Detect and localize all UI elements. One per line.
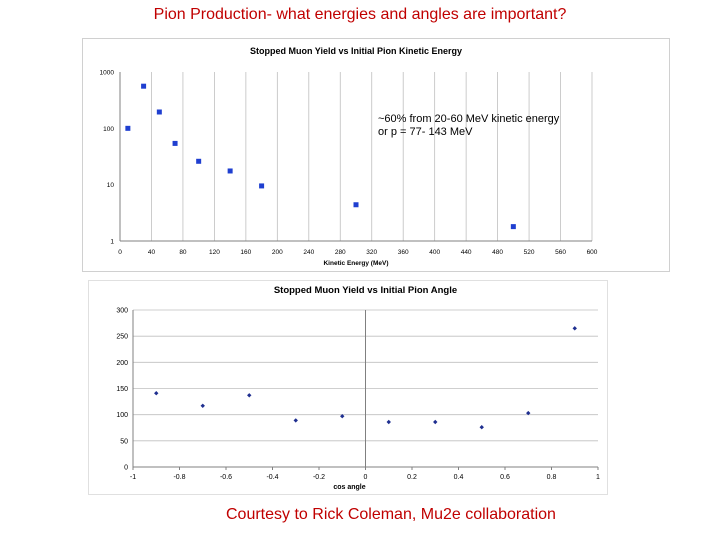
x-tick-label: 240 [303,249,314,256]
x-tick-label: 440 [461,249,472,256]
data-point [200,403,205,408]
data-point [433,419,438,425]
x-tick-label: 400 [429,249,440,256]
data-point [196,158,202,164]
data-point [510,224,516,230]
data-point [386,419,391,425]
x-tick-label: 40 [148,249,156,256]
x-tick-label: 0.8 [547,474,557,481]
data-point [572,326,577,331]
y-tick-label: 200 [116,360,128,367]
annotation-line: or p = 77- 143 MeV [378,126,473,138]
x-tick-label: 160 [240,249,251,256]
x-tick-label: 600 [587,249,598,256]
chart-frame [82,38,670,272]
angle-yield-chart-svg: Stopped Muon Yield vs Initial Pion Angle… [88,280,608,495]
x-tick-label: 80 [179,249,187,256]
x-tick-label: -1 [130,474,136,481]
x-tick-label: -0.8 [173,474,185,481]
y-tick-label: 1 [110,239,114,246]
energy-yield-chart: Stopped Muon Yield vs Initial Pion Kinet… [82,38,670,272]
x-tick-label: 480 [492,249,503,256]
y-tick-label: 250 [116,334,128,341]
x-tick-label: 320 [366,249,377,256]
x-tick-label: 0 [364,474,368,481]
y-tick-label: 1000 [100,70,115,77]
chart-title: Stopped Muon Yield vs Initial Pion Angle [274,285,457,296]
x-tick-label: 0.4 [454,474,464,481]
y-tick-label: 10 [107,182,115,189]
x-tick-label: 0.6 [500,474,510,481]
x-tick-label: -0.6 [220,474,232,481]
y-tick-label: 0 [124,465,128,472]
energy-yield-chart-svg: Stopped Muon Yield vs Initial Pion Kinet… [82,38,670,272]
x-tick-label: 560 [555,249,566,256]
y-tick-label: 50 [120,438,128,445]
angle-yield-chart: Stopped Muon Yield vs Initial Pion Angle… [88,280,608,495]
data-point [154,391,159,396]
data-point [172,140,178,146]
data-point [125,125,131,131]
x-tick-label: 280 [335,249,346,256]
data-point [247,393,252,398]
data-point [227,168,233,174]
y-tick-label: 150 [116,386,128,393]
x-tick-label: -0.2 [313,474,325,481]
chart-frame [88,280,608,495]
x-tick-label: 120 [209,249,220,256]
y-tick-label: 100 [116,412,128,419]
data-point [156,109,162,115]
credit-text: Courtesy to Rick Coleman, Mu2e collabora… [226,506,556,523]
x-tick-label: 0.2 [407,474,417,481]
data-point [526,410,531,416]
data-point [259,183,265,189]
data-point [353,202,359,208]
x-tick-label: 0 [118,249,122,256]
x-tick-label: 1 [596,474,600,481]
x-axis-label: cos angle [333,484,365,491]
x-tick-label: 360 [398,249,409,256]
chart-title: Stopped Muon Yield vs Initial Pion Kinet… [250,46,462,56]
x-tick-label: -0.4 [266,474,278,481]
slide-title: Pion Production- what energies and angle… [153,6,567,23]
data-point [141,83,147,89]
annotation-line: ~60% from 20-60 MeV kinetic energy [378,113,560,125]
data-point [479,425,484,430]
y-tick-label: 100 [103,126,114,133]
x-axis-label: Kinetic Energy (MeV) [323,260,388,267]
x-tick-label: 520 [524,249,535,256]
x-tick-label: 200 [272,249,283,256]
y-tick-label: 300 [116,308,128,315]
data-point [293,418,298,423]
